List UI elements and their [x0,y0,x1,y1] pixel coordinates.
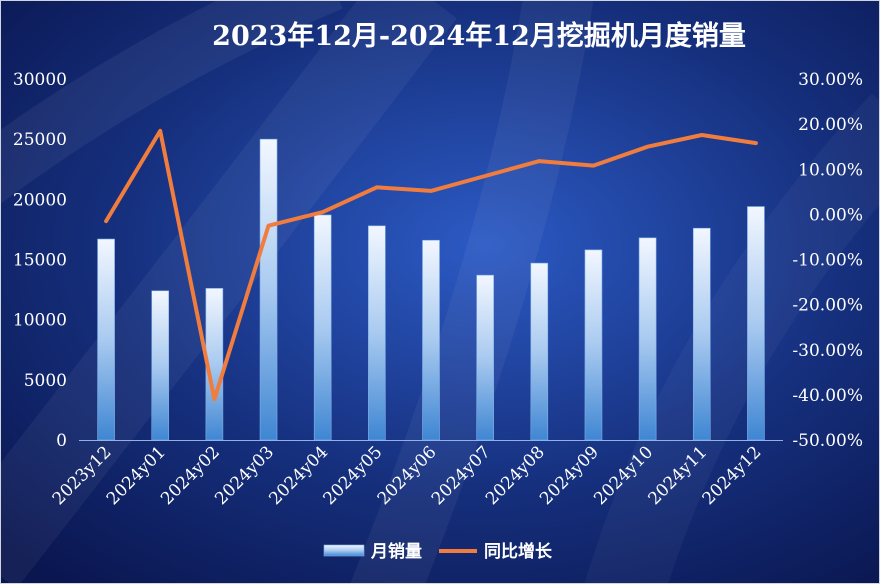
y-right-tick-label: -40.00% [792,386,863,406]
y-left-tick-label: 30000 [13,70,67,90]
bar [692,227,711,441]
line-point [483,174,487,178]
bar [97,238,115,441]
y-right-tick-label: -20.00% [792,296,863,316]
line-point [700,133,704,137]
legend-label-line: 同比增长 [484,541,553,562]
line-point [754,141,758,145]
bar [530,262,549,441]
bar [151,290,170,441]
line-point [212,397,216,401]
y-left-tick-label: 15000 [13,251,67,271]
bar [747,206,765,441]
y-right-tick-label: 0.00% [809,205,863,225]
line-point [104,219,108,223]
y-right-tick-label: 30.00% [798,70,863,90]
line-point [591,164,595,168]
y-axis-left: 0 5000 10000 15000 20000 25000 30000 [13,70,67,451]
y-left-tick-label: 20000 [13,190,67,210]
y-left-tick-label: 5000 [24,371,67,391]
line-point [267,224,271,228]
line-series [104,128,758,402]
bar [422,239,440,441]
y-right-tick-label: -30.00% [792,341,863,361]
line-point [321,210,325,214]
y-right-tick-label: -50.00% [792,431,863,451]
line-point [429,189,433,193]
line-point [646,145,650,149]
y-left-tick-label: 0 [56,431,67,451]
bar [638,237,657,441]
bar [476,274,494,441]
line-point [375,185,379,189]
legend: 月销量 同比增长 [323,541,553,562]
bar-series [97,138,765,441]
line-point [537,159,541,163]
bar [368,225,386,441]
bar [313,214,332,441]
y-left-tick-label: 25000 [13,130,67,150]
legend-swatch-bar [323,544,365,557]
chart-title: 2023年12月-2024年12月挖掘机月度销量 [212,20,746,52]
y-right-tick-label: 10.00% [798,160,863,180]
legend-label-bar: 月销量 [370,541,422,562]
y-right-tick-label: 20.00% [798,115,863,135]
bar [584,249,603,441]
y-axis-right: -50.00% -40.00% -30.00% -20.00% -10.00% 0.00%… [792,70,863,451]
line-point [158,129,162,133]
y-left-tick-label: 10000 [13,311,67,331]
y-right-tick-label: -10.00% [792,251,863,271]
bar [259,138,278,441]
